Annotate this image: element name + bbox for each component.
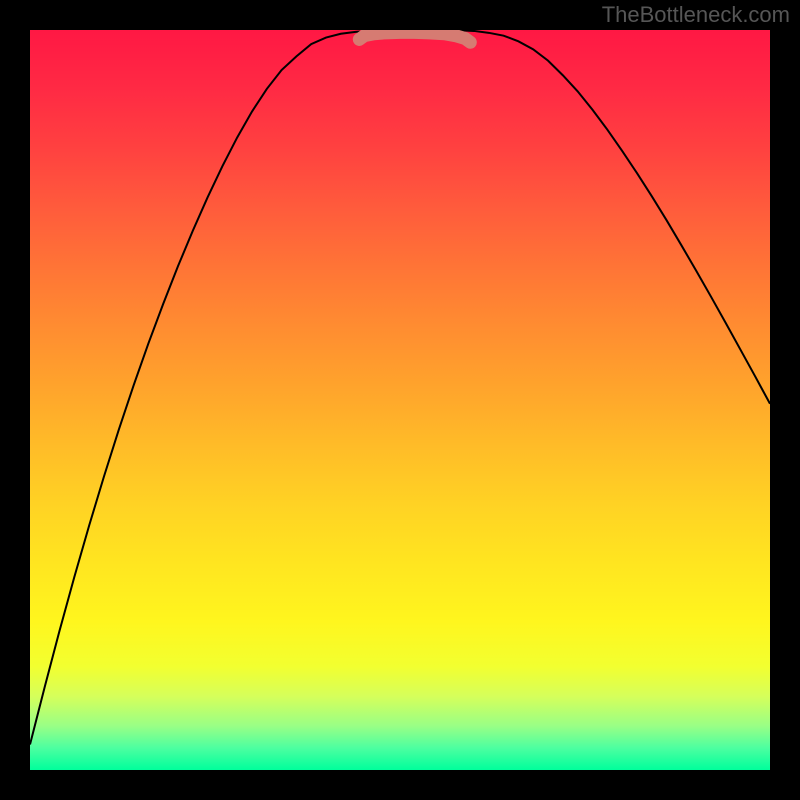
chart-frame: TheBottleneck.com <box>0 0 800 800</box>
plot-area <box>30 30 770 770</box>
chart-svg <box>30 30 770 770</box>
watermark-text: TheBottleneck.com <box>602 2 790 28</box>
gradient-background <box>30 30 770 770</box>
